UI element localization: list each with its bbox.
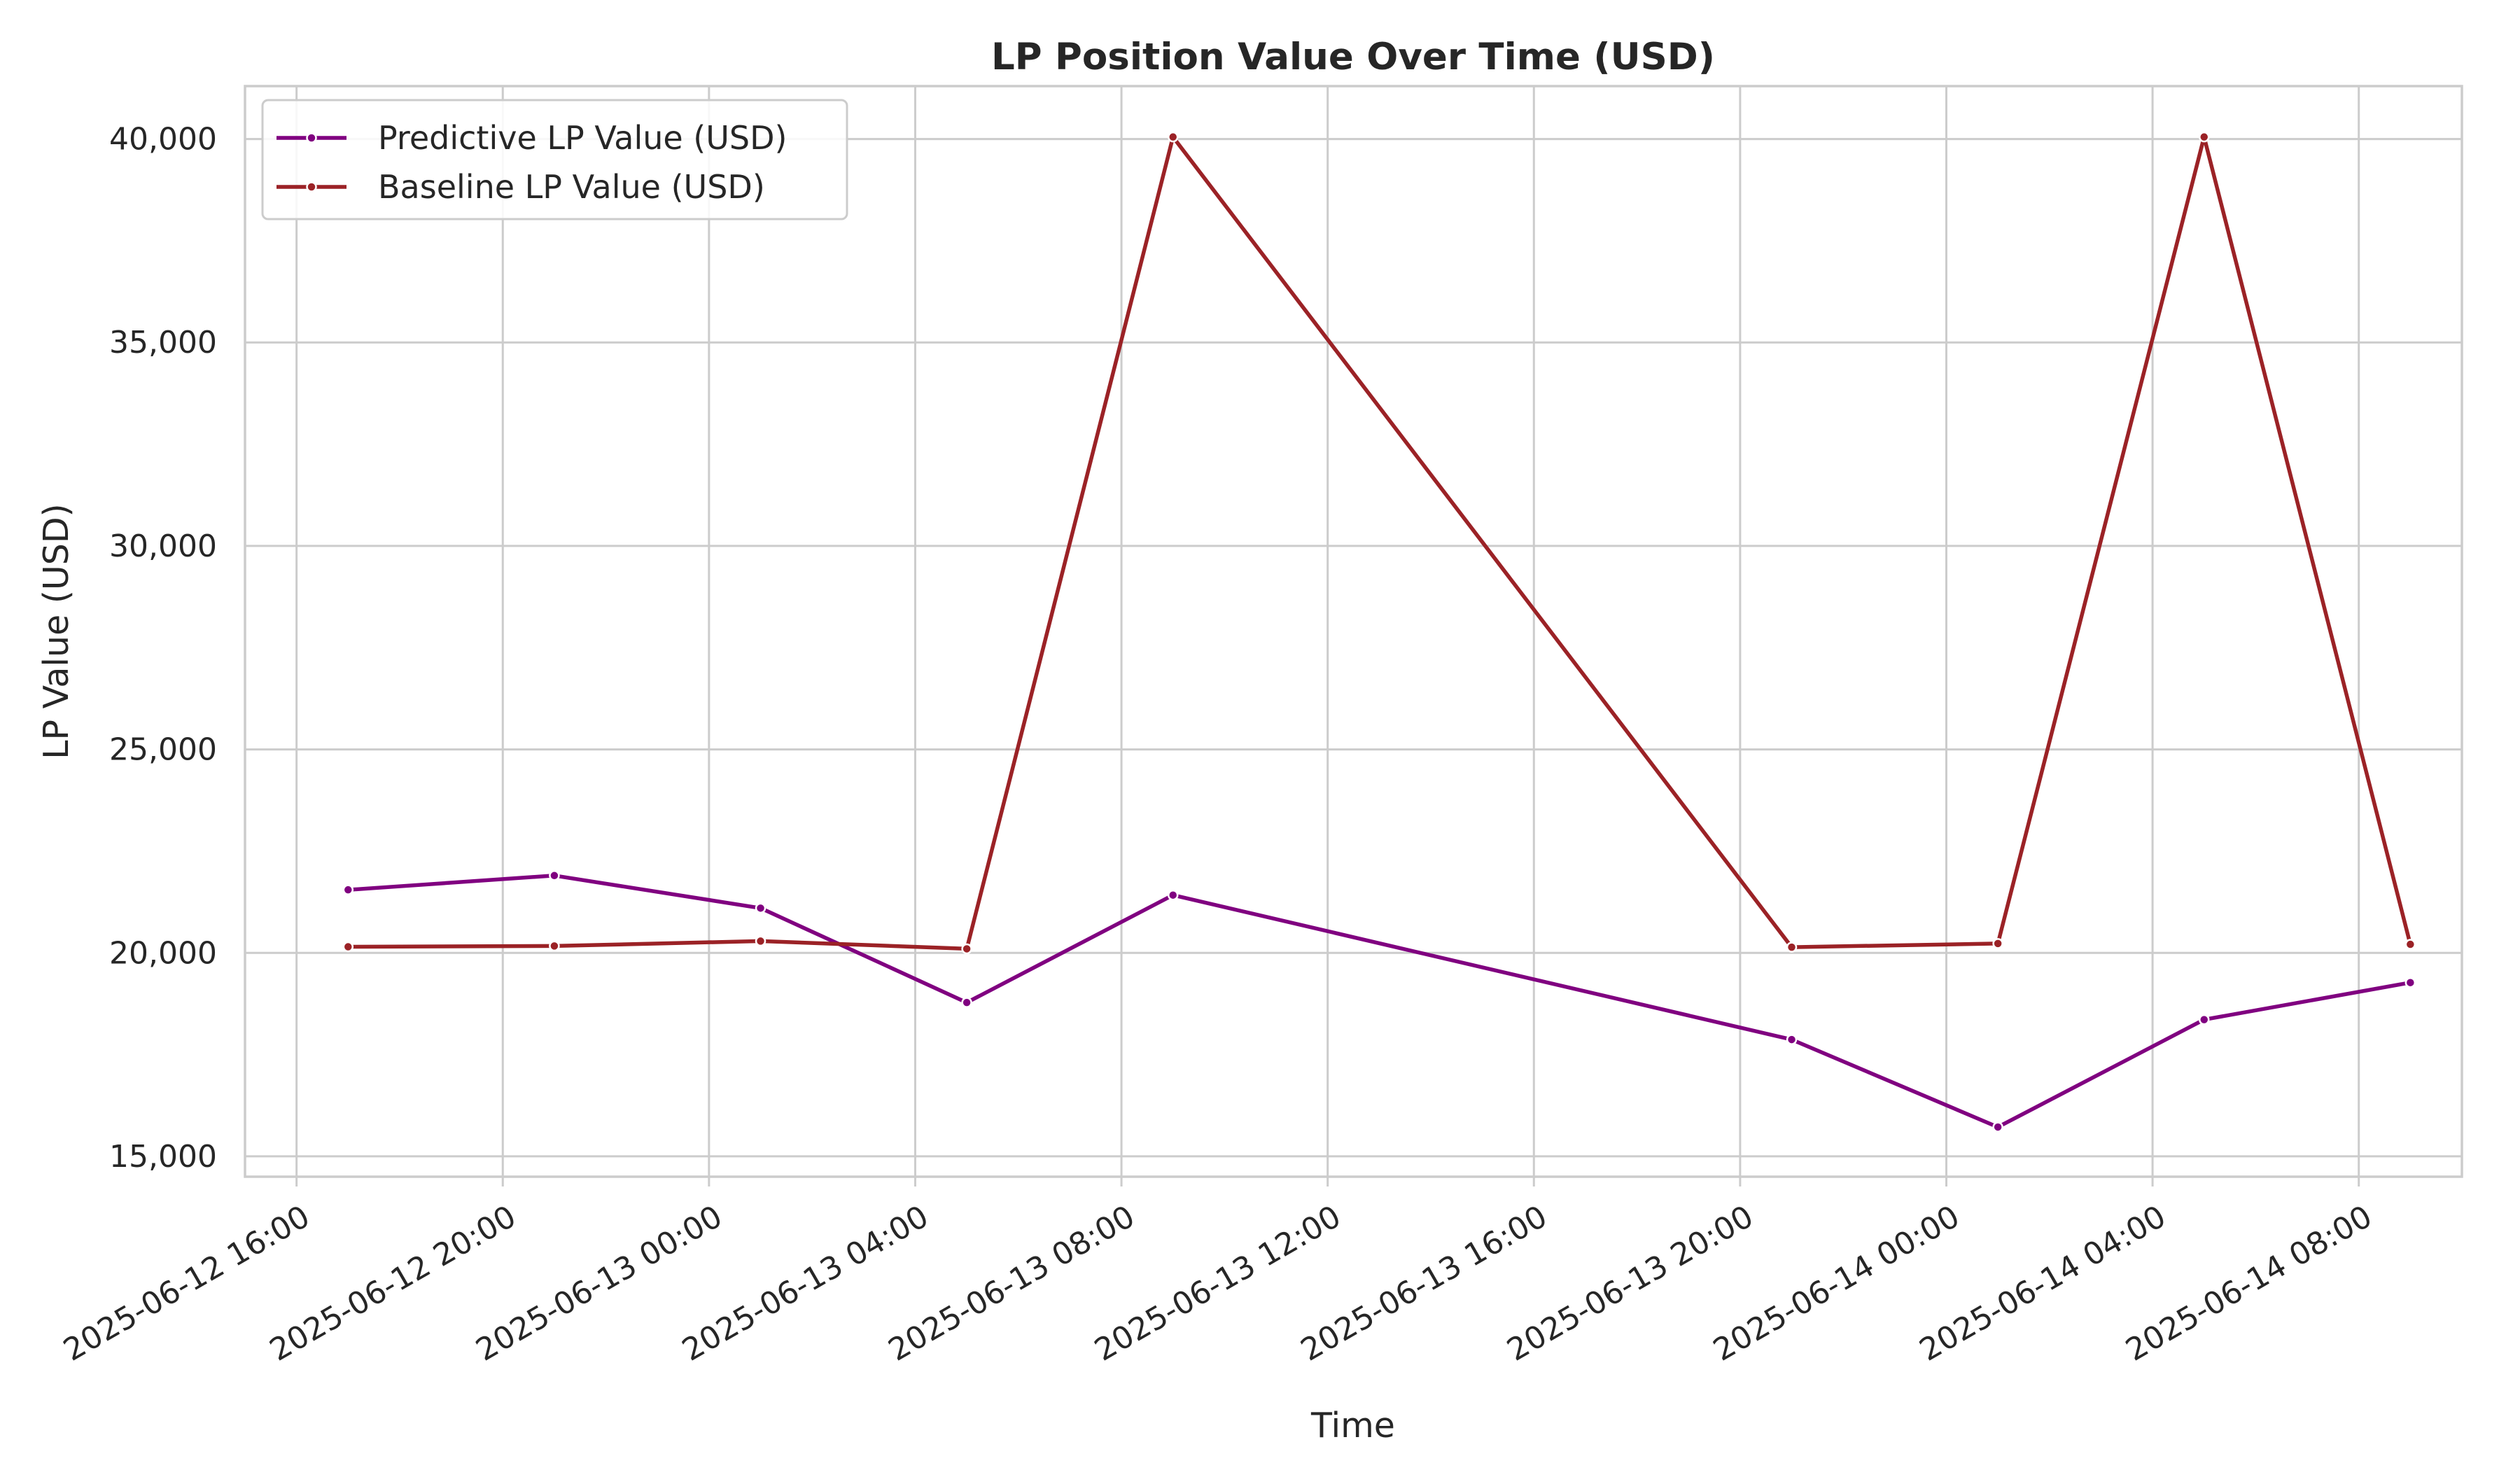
- legend-marker: [306, 181, 317, 192]
- y-tick-label: 35,000: [109, 325, 217, 360]
- chart-title: LP Position Value Over Time (USD): [991, 36, 1715, 78]
- data-point: [1992, 938, 2003, 949]
- y-tick-label: 25,000: [109, 732, 217, 768]
- legend: Predictive LP Value (USD) Baseline LP Val…: [261, 99, 848, 220]
- legend-box: [261, 99, 848, 220]
- data-point: [2404, 976, 2416, 988]
- legend-marker: [306, 132, 317, 144]
- data-point: [961, 943, 972, 955]
- series-baseline: [342, 131, 2416, 955]
- y-tick-label: 40,000: [109, 122, 217, 158]
- y-tick-label: 20,000: [109, 935, 217, 971]
- legend-entry: Predictive LP Value (USD): [276, 119, 787, 157]
- data-point: [549, 870, 560, 881]
- series-layer: [342, 131, 2416, 1133]
- legend-label: Predictive LP Value (USD): [378, 119, 787, 157]
- data-point: [2404, 939, 2416, 950]
- data-point: [1992, 1121, 2003, 1133]
- data-point: [549, 940, 560, 952]
- data-point: [2198, 1014, 2210, 1026]
- data-point: [755, 935, 766, 947]
- data-point: [961, 997, 972, 1008]
- data-point: [1786, 941, 1798, 953]
- legend-items: Predictive LP Value (USD) Baseline LP Val…: [276, 119, 787, 206]
- data-point: [2198, 131, 2210, 143]
- y-tick-label: 15,000: [109, 1139, 217, 1175]
- y-axis-label: LP Value (USD): [36, 503, 76, 760]
- data-point: [755, 902, 766, 914]
- data-point: [1167, 131, 1179, 143]
- y-tick-label: 30,000: [109, 528, 217, 564]
- series-predictive: [342, 870, 2416, 1133]
- legend-label: Baseline LP Value (USD): [378, 168, 765, 206]
- data-point: [1786, 1034, 1798, 1045]
- data-point: [342, 941, 354, 953]
- plot-frame: [244, 85, 2463, 1178]
- data-point: [1167, 889, 1179, 901]
- grid: [245, 86, 2462, 1177]
- x-axis-label: Time: [1310, 1406, 1395, 1446]
- y-ticks: 15,000 20,000 25,000 30,000 35,000 40,000: [109, 122, 217, 1175]
- legend-entry: Baseline LP Value (USD): [276, 168, 765, 206]
- series-line: [348, 874, 2411, 1129]
- data-point: [342, 884, 354, 895]
- series-line: [348, 134, 2412, 951]
